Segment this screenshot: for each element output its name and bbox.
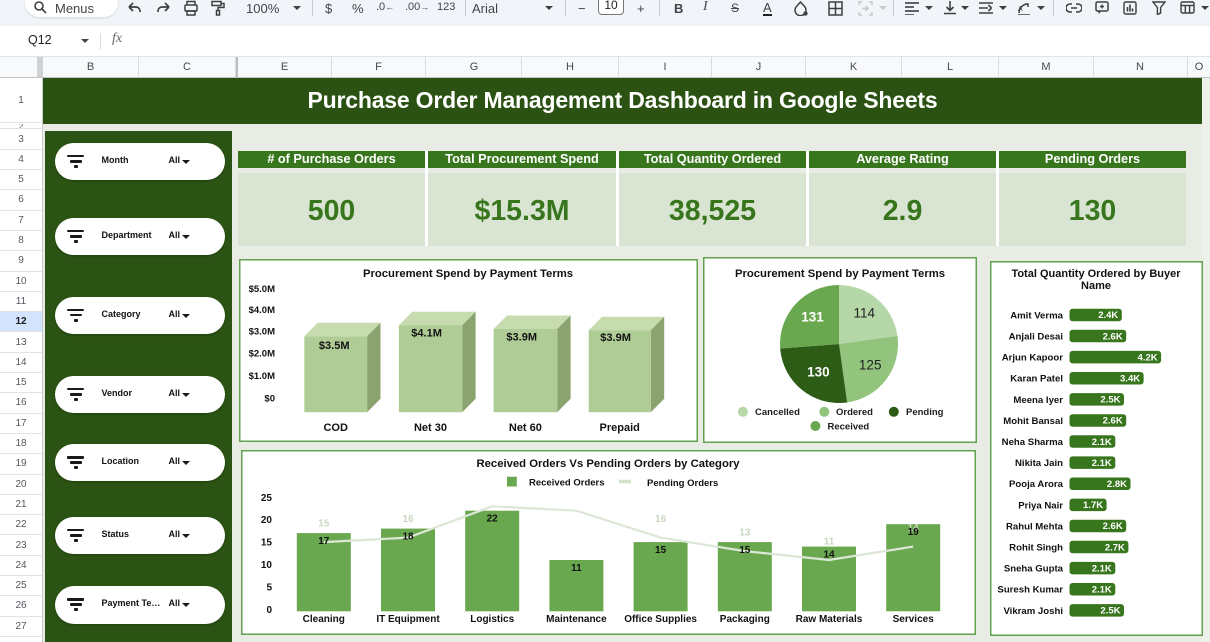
svg-text:11: 11 <box>571 563 582 574</box>
svg-text:$3.0M: $3.0M <box>249 327 275 338</box>
svg-text:2.7K: 2.7K <box>1105 542 1125 553</box>
svg-text:Maintenance: Maintenance <box>546 614 607 625</box>
svg-text:Received: Received <box>828 421 870 432</box>
svg-text:2.4K: 2.4K <box>1098 310 1118 321</box>
svg-text:Sneha Gupta: Sneha Gupta <box>1004 564 1064 575</box>
svg-text:Received Orders: Received Orders <box>529 478 605 489</box>
svg-text:Name: Name <box>1081 280 1111 292</box>
svg-text:Rahul Mehta: Rahul Mehta <box>1006 521 1064 532</box>
svg-text:15: 15 <box>739 545 751 556</box>
svg-text:14: 14 <box>823 550 835 561</box>
svg-text:Procurement Spend by Payment T: Procurement Spend by Payment Terms <box>735 268 945 280</box>
svg-text:Amit Verma: Amit Verma <box>1010 310 1063 321</box>
svg-text:Logistics: Logistics <box>470 614 514 625</box>
svg-text:16: 16 <box>402 514 414 525</box>
svg-text:2.5K: 2.5K <box>1100 395 1120 406</box>
svg-text:15: 15 <box>655 545 667 556</box>
svg-text:19: 19 <box>908 527 920 538</box>
svg-text:Pooja Arora: Pooja Arora <box>1009 479 1064 490</box>
svg-text:13: 13 <box>739 528 751 539</box>
svg-text:Services: Services <box>893 614 935 625</box>
svg-text:Pending: Pending <box>906 407 944 418</box>
svg-text:Priya Nair: Priya Nair <box>1018 500 1063 511</box>
svg-text:Karan Patel: Karan Patel <box>1010 374 1063 385</box>
svg-text:$1.0M: $1.0M <box>249 371 275 382</box>
svg-text:2.6K: 2.6K <box>1103 331 1123 342</box>
svg-text:$4.0M: $4.0M <box>249 305 275 316</box>
svg-text:Rohit Singh: Rohit Singh <box>1009 543 1063 554</box>
svg-text:Neha Sharma: Neha Sharma <box>1002 437 1064 448</box>
svg-text:$5.0M: $5.0M <box>249 284 275 295</box>
svg-text:Anjali Desai: Anjali Desai <box>1009 332 1063 343</box>
svg-text:15: 15 <box>318 519 330 530</box>
svg-text:IT Equipment: IT Equipment <box>376 614 440 625</box>
svg-text:Procurement Spend by Payment T: Procurement Spend by Payment Terms <box>363 268 573 280</box>
svg-text:Prepaid: Prepaid <box>600 422 640 434</box>
svg-text:Mohit Bansal: Mohit Bansal <box>1003 416 1063 427</box>
svg-text:2.8K: 2.8K <box>1107 479 1127 490</box>
svg-text:Ordered: Ordered <box>836 407 873 418</box>
svg-text:11: 11 <box>824 536 835 547</box>
svg-text:Total Quantity Ordered by Buye: Total Quantity Ordered by Buyer <box>1011 268 1181 280</box>
svg-text:A: A <box>1018 6 1023 13</box>
svg-text:Cleaning: Cleaning <box>303 614 345 625</box>
svg-text:COD: COD <box>323 422 348 434</box>
svg-text:2.1K: 2.1K <box>1092 563 1112 574</box>
svg-text:Raw Materials: Raw Materials <box>796 614 863 625</box>
svg-text:1.7K: 1.7K <box>1083 500 1103 511</box>
svg-text:Cancelled: Cancelled <box>755 407 800 418</box>
svg-text:25: 25 <box>261 493 273 504</box>
svg-text:$0: $0 <box>264 394 275 405</box>
svg-text:15: 15 <box>261 538 273 549</box>
svg-text:2.1K: 2.1K <box>1092 458 1112 469</box>
svg-text:$2.0M: $2.0M <box>249 349 275 360</box>
svg-text:$3.9M: $3.9M <box>600 332 631 344</box>
svg-text:Meena Iyer: Meena Iyer <box>1013 395 1063 406</box>
svg-text:$3.5M: $3.5M <box>319 340 350 352</box>
svg-text:131: 131 <box>801 310 824 325</box>
svg-text:130: 130 <box>807 365 830 380</box>
svg-text:10: 10 <box>261 560 273 571</box>
svg-text:Pending Orders: Pending Orders <box>647 478 718 489</box>
svg-text:$4.1M: $4.1M <box>411 328 442 340</box>
svg-text:4.2K: 4.2K <box>1138 352 1158 363</box>
svg-text:2.5K: 2.5K <box>1100 606 1120 617</box>
svg-text:5: 5 <box>266 582 272 593</box>
svg-text:Vikram Joshi: Vikram Joshi <box>1003 606 1063 617</box>
svg-text:22: 22 <box>487 514 499 525</box>
svg-text:Arjun Kapoor: Arjun Kapoor <box>1002 353 1064 364</box>
svg-text:Suresh Kumar: Suresh Kumar <box>997 585 1063 596</box>
svg-text:2.1K: 2.1K <box>1092 437 1112 448</box>
svg-text:Net 30: Net 30 <box>414 422 447 434</box>
svg-text:2.6K: 2.6K <box>1103 521 1123 532</box>
svg-text:16: 16 <box>655 514 667 525</box>
svg-text:18: 18 <box>402 532 414 543</box>
svg-text:17: 17 <box>318 536 330 547</box>
svg-text:Packaging: Packaging <box>720 614 770 625</box>
svg-text:Office Supplies: Office Supplies <box>624 614 697 625</box>
svg-text:20: 20 <box>261 515 273 526</box>
svg-text:Received Orders Vs Pending Ord: Received Orders Vs Pending Orders by Cat… <box>476 458 740 470</box>
svg-text:3.4K: 3.4K <box>1120 374 1140 385</box>
svg-text:0: 0 <box>266 605 272 616</box>
svg-text:2.1K: 2.1K <box>1092 585 1112 596</box>
svg-text:Net 60: Net 60 <box>509 422 542 434</box>
svg-text:2.6K: 2.6K <box>1103 416 1123 427</box>
svg-text:114: 114 <box>854 306 876 321</box>
svg-text:Nikita Jain: Nikita Jain <box>1015 458 1063 469</box>
svg-text:125: 125 <box>859 358 882 373</box>
svg-text:$3.9M: $3.9M <box>506 332 537 344</box>
svg-text:14: 14 <box>908 523 920 534</box>
